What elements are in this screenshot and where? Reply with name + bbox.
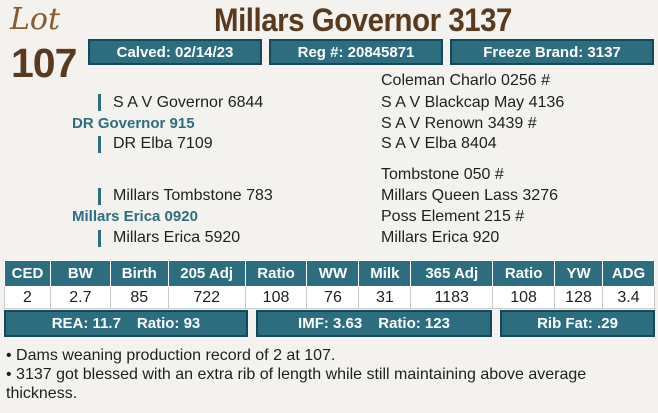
rib-fat-summary: Rib Fat: .29 [500,310,655,337]
epd-header: WW [306,260,360,287]
calved-date: Calved: 02/14/23 [88,39,262,65]
epd-value: 128 [554,286,603,309]
epd-table: CED BW Birth 205 Adj Ratio WW Milk 365 A… [4,260,656,309]
epd-header: Ratio [492,260,556,287]
epd-header: YW [554,260,603,287]
epd-value-row: 2 2.7 85 722 108 76 31 1183 108 128 3.4 [4,286,656,309]
epd-header: Birth [109,260,169,287]
epd-header: Milk [358,260,412,287]
pedigree-dam-sire-dam: Millars Queen Lass 3276 [381,187,558,204]
epd-header: 205 Adj [167,260,246,287]
rea-ratio: Ratio: 93 [136,315,201,332]
notes: • Dams weaning production record of 2 at… [6,346,646,403]
pedigree-sire: DR Governor 915 [72,115,195,132]
epd-header: ADG [601,260,656,287]
pedigree-dam: Millars Erica 0920 [72,208,198,225]
rea-value: REA: 11.7 [51,315,121,332]
freeze-brand: Freeze Brand: 3137 [450,39,654,65]
lot-label: Lot [10,2,61,37]
epd-value: 3.4 [601,286,656,309]
imf-summary: IMF: 3.63 Ratio: 123 [256,310,492,337]
epd-value: 2.7 [49,286,111,309]
epd-header-row: CED BW Birth 205 Adj Ratio WW Milk 365 A… [4,260,656,287]
rea-summary: REA: 11.7 Ratio: 93 [4,310,248,337]
pedigree-sire-dam: DR Elba 7109 [113,135,213,152]
epd-header: Ratio [244,260,308,287]
pedigree-bracket [98,230,101,247]
animal-name: Millars Governor 3137 [214,2,512,38]
pedigree-sire-sire-sire: Coleman Charlo 0256 # [381,72,550,89]
lot-number: 107 [11,40,77,86]
epd-value: 108 [492,286,556,309]
epd-header: 365 Adj [410,260,494,287]
epd-header: CED [4,260,51,287]
pedigree-dam-dam: Millars Erica 5920 [113,229,241,246]
pedigree-dam-sire-sire: Tombstone 050 # [381,166,504,183]
epd-value: 31 [358,286,412,309]
epd-header: BW [49,260,111,287]
pedigree-dam-dam-sire: Poss Element 215 # [381,208,525,225]
pedigree-sire-dam-dam: S A V Elba 8404 [381,135,497,152]
epd-value: 108 [244,286,308,309]
epd-value: 76 [306,286,360,309]
imf-ratio: Ratio: 123 [378,315,450,332]
imf-value: IMF: 3.63 [298,315,363,332]
epd-value: 1183 [410,286,494,309]
pedigree-bracket [98,188,101,205]
pedigree-sire-sire-dam: S A V Blackcap May 4136 [381,94,565,111]
registration-number: Reg #: 20845871 [269,39,443,65]
epd-value: 85 [109,286,169,309]
rib-fat-value: Rib Fat: .29 [537,315,618,332]
pedigree-sire-sire: S A V Governor 6844 [113,94,264,111]
pedigree-dam-dam-dam: Millars Erica 920 [381,229,500,246]
note-item: • Dams weaning production record of 2 at… [6,347,336,364]
epd-value: 2 [4,286,51,309]
epd-value: 722 [167,286,246,309]
pedigree-sire-dam-sire: S A V Renown 3439 # [381,115,537,132]
pedigree-bracket [98,94,101,111]
pedigree-dam-sire: Millars Tombstone 783 [113,187,273,204]
note-item: • 3137 got blessed with an extra rib of … [6,366,587,402]
pedigree-bracket [98,136,101,153]
